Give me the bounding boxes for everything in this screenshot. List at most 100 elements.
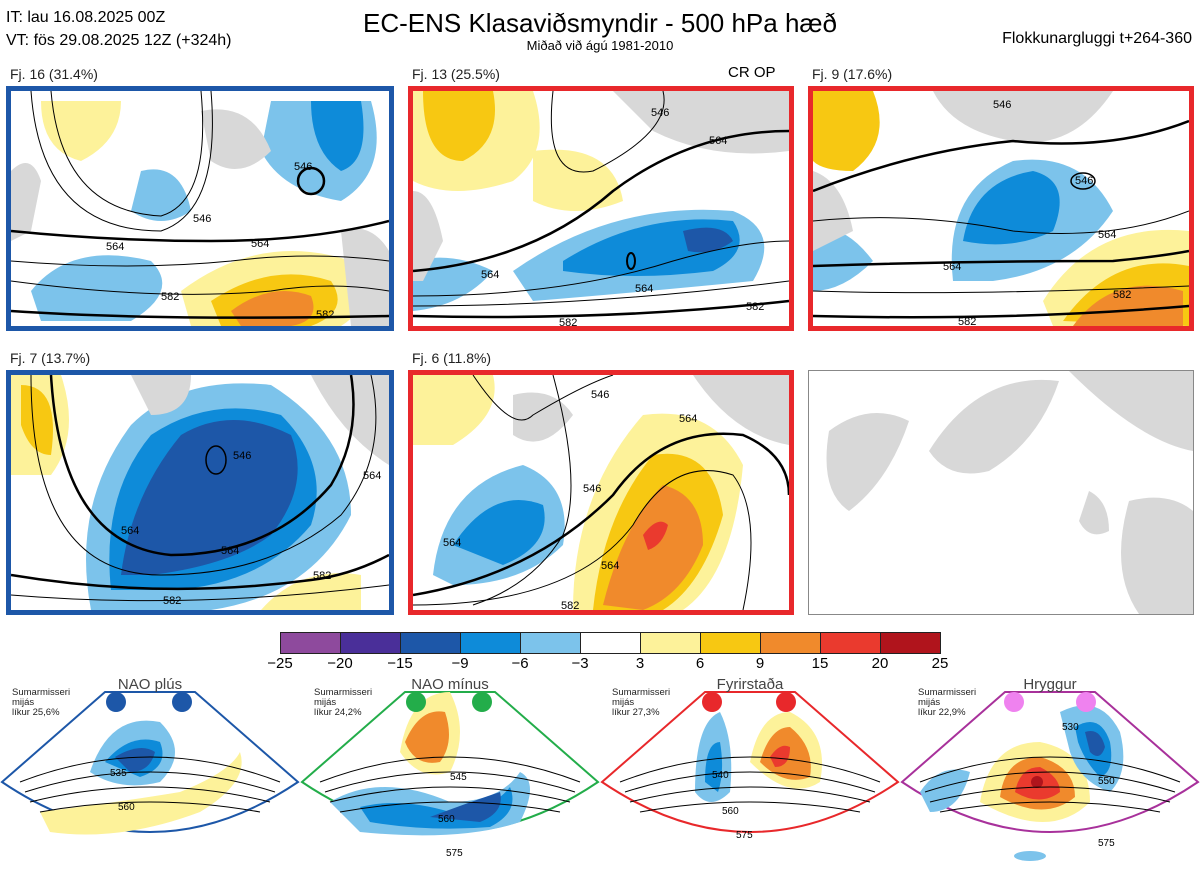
initial-time: IT: lau 16.08.2025 00Z bbox=[6, 9, 166, 26]
regime-dot bbox=[472, 692, 492, 712]
contour-label: 546 bbox=[591, 389, 610, 401]
colorbar-swatch bbox=[820, 632, 881, 654]
regime-map bbox=[0, 691, 300, 835]
contour-label: 546 bbox=[651, 107, 670, 119]
regime-map bbox=[900, 691, 1200, 861]
anomaly-map bbox=[11, 375, 389, 610]
contour-label: 546 bbox=[583, 483, 602, 495]
panel-marker: CR OP bbox=[728, 64, 776, 81]
cluster-map-panel[interactable]: 546 564 564 582 582 564 bbox=[6, 370, 394, 615]
colorbar-swatch bbox=[880, 632, 941, 654]
contour-label: 582 bbox=[313, 570, 332, 582]
contour-label: 564 bbox=[481, 269, 500, 281]
panel-label: Fj. 6 (11.8%) bbox=[412, 350, 492, 366]
regime-title: NAO mínus bbox=[411, 676, 489, 693]
contour-label: 564 bbox=[709, 135, 728, 147]
colorbar-tick-label: −6 bbox=[511, 655, 529, 672]
contour-label: 560 bbox=[438, 814, 455, 825]
colorbar-tick-label: −20 bbox=[327, 655, 353, 672]
contour-label: 575 bbox=[1098, 838, 1115, 849]
contour-label: 575 bbox=[446, 848, 463, 859]
colorbar-swatch bbox=[760, 632, 821, 654]
anomaly-map bbox=[813, 91, 1189, 326]
contour-label: 564 bbox=[121, 525, 140, 537]
contour-label: 564 bbox=[601, 560, 620, 572]
anomaly-map bbox=[413, 91, 789, 319]
cluster-map-panel[interactable]: 546 564 546 564 564 582 bbox=[408, 370, 794, 615]
regime-map bbox=[300, 691, 600, 836]
contour-label: 575 bbox=[736, 830, 753, 841]
colorbar-tick-label: 25 bbox=[931, 655, 949, 672]
regime-dot bbox=[776, 692, 796, 712]
contour-label: 546 bbox=[233, 450, 252, 462]
panel-label: Fj. 13 (25.5%) bbox=[412, 66, 500, 82]
regime-note: Sumarmisseri mijás líkur 27,3% bbox=[612, 687, 671, 718]
regime-dot bbox=[1004, 692, 1024, 712]
contour-label: 582 bbox=[1113, 289, 1132, 301]
colorbar-tick-label: 15 bbox=[811, 655, 829, 672]
panel-label: Fj. 16 (31.4%) bbox=[10, 66, 98, 82]
contour-label: 564 bbox=[1098, 229, 1117, 241]
contour-label: 582 bbox=[958, 316, 977, 328]
colorbar-swatch bbox=[280, 632, 341, 654]
contour-label: 546 bbox=[193, 213, 212, 225]
regime-panel-nao-minus: NAO mínus Sumarmisseri mijás líkur 24,2% 5… bbox=[300, 672, 600, 871]
cluster-map-panel[interactable]: 546 546 564 564 582 582 bbox=[808, 86, 1194, 331]
contour-label: 540 bbox=[712, 770, 729, 781]
classification-window: Flokkunargluggi t+264-360 bbox=[1002, 30, 1192, 47]
colorbar-tick-label: −15 bbox=[387, 655, 413, 672]
contour-label: 564 bbox=[221, 545, 240, 557]
regime-title: Hryggur bbox=[1023, 676, 1077, 693]
colorbar-swatch bbox=[340, 632, 401, 654]
colorbar-swatch bbox=[580, 632, 641, 654]
colorbar-tick-label: −9 bbox=[451, 655, 469, 672]
contour-label: 535 bbox=[110, 768, 127, 779]
contour-label: 564 bbox=[363, 470, 382, 482]
valid-time: VT: fös 29.08.2025 12Z (+324h) bbox=[6, 32, 232, 49]
contour-label: 545 bbox=[450, 772, 467, 783]
regime-map bbox=[600, 691, 900, 833]
colorbar-tick-label: −25 bbox=[267, 655, 293, 672]
regime-panel-nao-plus: NAO plús Sumarmisseri mijás líkur 25,6% 53… bbox=[0, 672, 300, 871]
colorbar-tick-label: 9 bbox=[755, 655, 765, 672]
page-title: EC-ENS Klasaviðsmyndir - 500 hPa hæð bbox=[363, 8, 837, 38]
cluster-map-panel[interactable]: 546 564 564 564 582 582 bbox=[408, 86, 794, 331]
regime-panel-blocking: Fyrirstaða Sumarmisseri mijás líkur 27,3% … bbox=[600, 672, 900, 871]
contour-label: 564 bbox=[635, 283, 654, 295]
colorbar-tick-label: 6 bbox=[695, 655, 705, 672]
regime-dot bbox=[172, 692, 192, 712]
anomaly-map bbox=[413, 375, 789, 610]
panel-label: Fj. 7 (13.7%) bbox=[10, 350, 91, 366]
regime-dot bbox=[702, 692, 722, 712]
contour-label: 560 bbox=[118, 802, 135, 813]
contour-label: 560 bbox=[722, 806, 739, 817]
contour-label: 530 bbox=[1062, 722, 1079, 733]
contour-label: 582 bbox=[746, 301, 765, 313]
regime-title: NAO plús bbox=[117, 676, 183, 693]
panel-label: Fj. 9 (17.6%) bbox=[812, 66, 893, 82]
colorbar-swatch bbox=[460, 632, 521, 654]
colorbar-tick-label: −3 bbox=[571, 655, 589, 672]
colorbar-swatch bbox=[640, 632, 701, 654]
contour-label: 582 bbox=[561, 600, 580, 612]
regime-panel-ridge: Hryggur Sumarmisseri mijás líkur 22,9% 530… bbox=[900, 672, 1200, 871]
contour-label: 546 bbox=[294, 161, 313, 173]
contour-label: 546 bbox=[993, 99, 1012, 111]
regime-title: Fyrirstaða bbox=[716, 676, 784, 693]
colorbar-tick-label: 20 bbox=[871, 655, 889, 672]
colorbar-swatch bbox=[700, 632, 761, 654]
cluster-map-panel[interactable]: 546 564 582 582 564 546 bbox=[6, 86, 394, 331]
contour-label: 564 bbox=[251, 238, 270, 250]
contour-label: 550 bbox=[1098, 776, 1115, 787]
regime-dot bbox=[1076, 692, 1096, 712]
regime-dot bbox=[406, 692, 426, 712]
base-map bbox=[826, 371, 1193, 614]
contour-label: 564 bbox=[679, 413, 698, 425]
contour-label: 582 bbox=[316, 309, 335, 321]
contour-label: 564 bbox=[443, 537, 462, 549]
contour-label: 582 bbox=[559, 317, 578, 329]
regime-note: Sumarmisseri mijás líkur 22,9% bbox=[918, 687, 977, 718]
page-subtitle: Miðað við ágú 1981-2010 bbox=[526, 38, 674, 53]
empty-map-panel bbox=[808, 370, 1194, 615]
header-times: IT: lau 16.08.2025 00Z VT: fös 29.08.202… bbox=[6, 6, 231, 52]
